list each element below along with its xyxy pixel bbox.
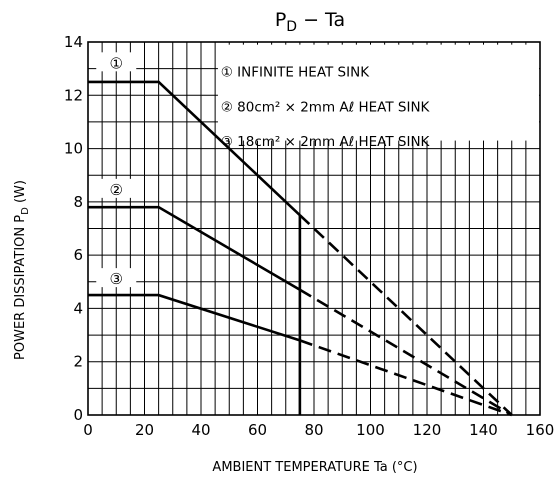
curve-marker: ② [110,181,123,199]
y-tick-labels: 0 2 4 6 8 10 12 14 [64,33,83,424]
curve-marker: ③ [110,270,123,288]
data-series [88,80,513,417]
y-tick-label: 12 [64,86,83,104]
x-tick-label: 40 [191,421,210,439]
y-tick-label: 2 [73,353,83,371]
series-dashed-line [299,288,513,417]
marker-background [96,52,137,72]
series-dashed-line [298,214,513,416]
y-tick-label: 0 [73,406,83,424]
legend-background [217,44,539,141]
curve-marker: ① [110,54,123,72]
series-dashed-line [299,339,513,417]
y-tick-label: 14 [64,33,83,51]
x-tick-label: 80 [304,421,323,439]
legend-entry: ③ 18cm² × 2mm Aℓ HEAT SINK [221,134,431,150]
x-tick-label: 140 [469,421,498,439]
series-solid-line [88,205,301,291]
series-solid-line [88,80,301,217]
x-tick-label: 60 [248,421,267,439]
y-tick-label: 4 [73,299,83,317]
chart-title: PD − Ta [275,9,345,35]
x-tick-labels: 0 20 40 60 80 100 120 140 160 [83,421,554,439]
x-tick-label: 20 [135,421,154,439]
legend: ① INFINITE HEAT SINK ② 80cm² × 2mm Aℓ HEA… [221,65,431,150]
y-tick-label: 6 [73,246,83,264]
x-tick-label: 120 [413,421,442,439]
legend-entry: ② 80cm² × 2mm Aℓ HEAT SINK [221,99,431,115]
marker-background [96,178,137,198]
x-tick-label: 0 [83,421,93,439]
legend-entry: ① INFINITE HEAT SINK [221,65,370,81]
series-solid-line [88,293,301,342]
x-axis-label: AMBIENT TEMPERATURE Ta (°C) [212,460,417,475]
marker-background [96,268,137,288]
y-tick-label: 8 [73,193,83,211]
x-tick-label: 160 [526,421,555,439]
y-tick-label: 10 [64,140,83,158]
curve-markers: ① ② ③ [96,52,137,288]
plot-frame [87,41,541,416]
x-tick-label: 100 [356,421,385,439]
y-axis-label: POWER DISSIPATION PD (W) [13,180,31,360]
